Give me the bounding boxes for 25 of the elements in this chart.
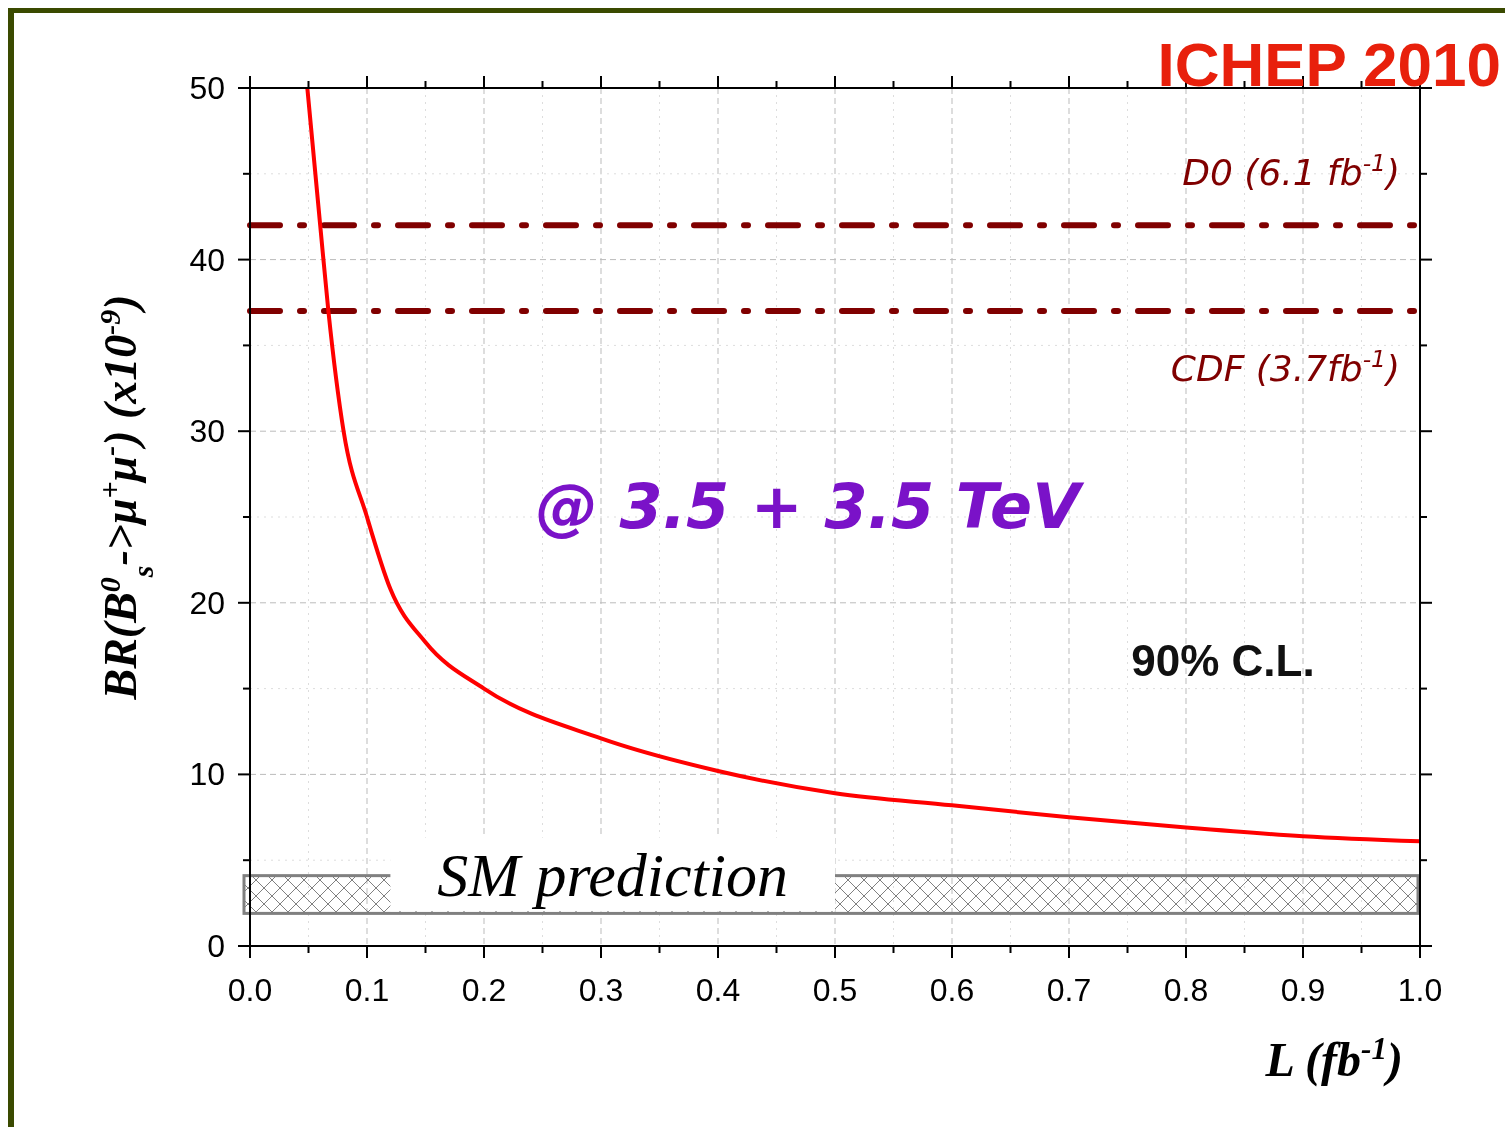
y-tick-label: 20 [189, 584, 225, 621]
annotation: 90% C.L. [1131, 636, 1315, 685]
chart-title: ICHEP 2010 [1157, 30, 1501, 99]
x-tick-label: 0.0 [227, 972, 273, 1008]
x-tick-label: 0.3 [578, 972, 624, 1008]
ref-line-label: D0 (6.1 fb$^{-1}$) [1182, 149, 1400, 194]
x-tick-label: 0.2 [461, 972, 507, 1008]
x-axis-title: L (fb$^{-1}$) [1264, 1030, 1403, 1087]
y-tick-label: 10 [189, 756, 225, 793]
x-tick-label: 0.6 [929, 972, 975, 1008]
x-tick-label: 0.7 [1046, 972, 1092, 1008]
x-tick-label: 0.1 [344, 972, 390, 1008]
y-tick-label: 0 [207, 928, 225, 964]
x-tick-label: 0.9 [1280, 972, 1326, 1008]
x-tick-label: 0.5 [812, 972, 858, 1008]
y-tick-label: 30 [189, 413, 225, 450]
y-tick-label: 50 [189, 70, 225, 106]
x-tick-label: 0.4 [695, 972, 741, 1008]
ref-line-label: CDF (3.7fb$^{-1}$) [1170, 345, 1400, 390]
annotation: @ 3.5 + 3.5 TeV [535, 470, 1086, 543]
band-label: SM prediction [437, 840, 789, 909]
x-tick-label: 1.0 [1397, 972, 1443, 1008]
line-series [305, 86, 1422, 844]
y-tick-label: 40 [189, 241, 225, 278]
x-tick-label: 0.8 [1163, 972, 1209, 1008]
